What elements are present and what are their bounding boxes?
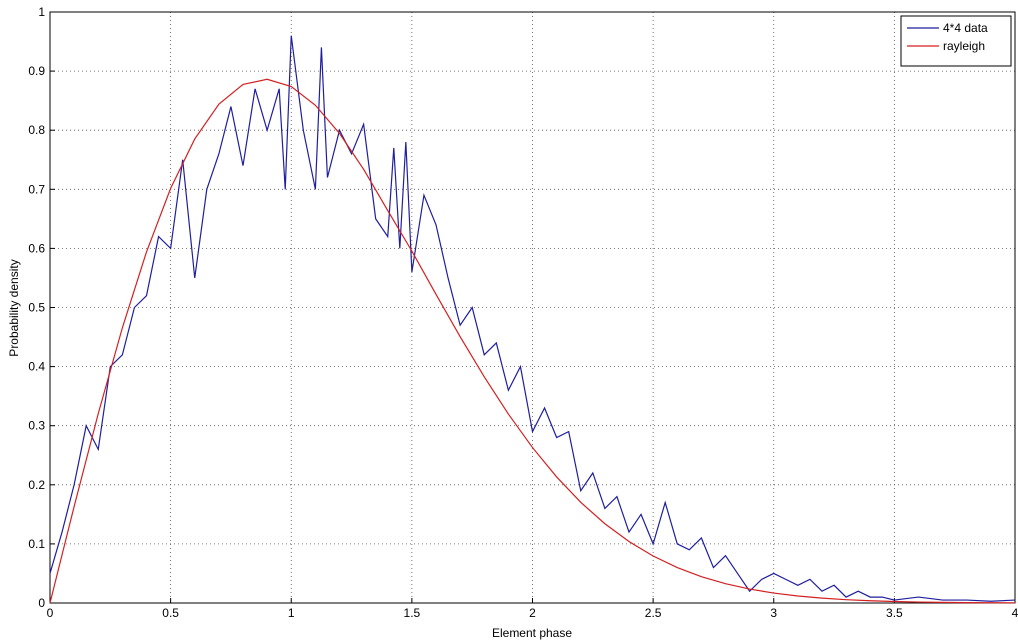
x-tick-label: 1.5 (404, 606, 421, 620)
y-tick-label: 1 (38, 5, 45, 19)
y-axis-label: Probability density (7, 259, 21, 356)
legend-label: 4*4 data (943, 21, 988, 35)
x-tick-label: 3.5 (886, 606, 903, 620)
y-tick-label: 0.3 (28, 419, 45, 433)
x-tick-label: 3 (770, 606, 777, 620)
plot-frame (49, 11, 1016, 604)
x-tick-label: 4 (1012, 606, 1018, 620)
y-tick-label: 0 (38, 596, 45, 610)
y-tick-label: 0.7 (28, 182, 45, 196)
y-tick-label: 0.1 (28, 537, 45, 551)
legend-label: rayleigh (943, 39, 985, 53)
x-tick-label: 0.5 (162, 606, 179, 620)
data-line (49, 35, 1016, 602)
y-tick-label: 0.2 (28, 478, 45, 492)
y-tick-label: 0.5 (28, 301, 45, 315)
y-tick-label: 0.6 (28, 241, 45, 255)
x-tick-label: 1 (288, 606, 295, 620)
data-line (49, 78, 1016, 604)
legend-box (900, 15, 1012, 67)
y-tick-label: 0.8 (28, 123, 45, 137)
x-tick-label: 0 (47, 606, 54, 620)
y-tick-label: 0.4 (28, 360, 45, 374)
x-axis-label: Element phase (492, 626, 572, 640)
x-tick-label: 2 (529, 606, 536, 620)
x-tick-label: 2.5 (645, 606, 662, 620)
y-tick-label: 0.9 (28, 64, 45, 78)
